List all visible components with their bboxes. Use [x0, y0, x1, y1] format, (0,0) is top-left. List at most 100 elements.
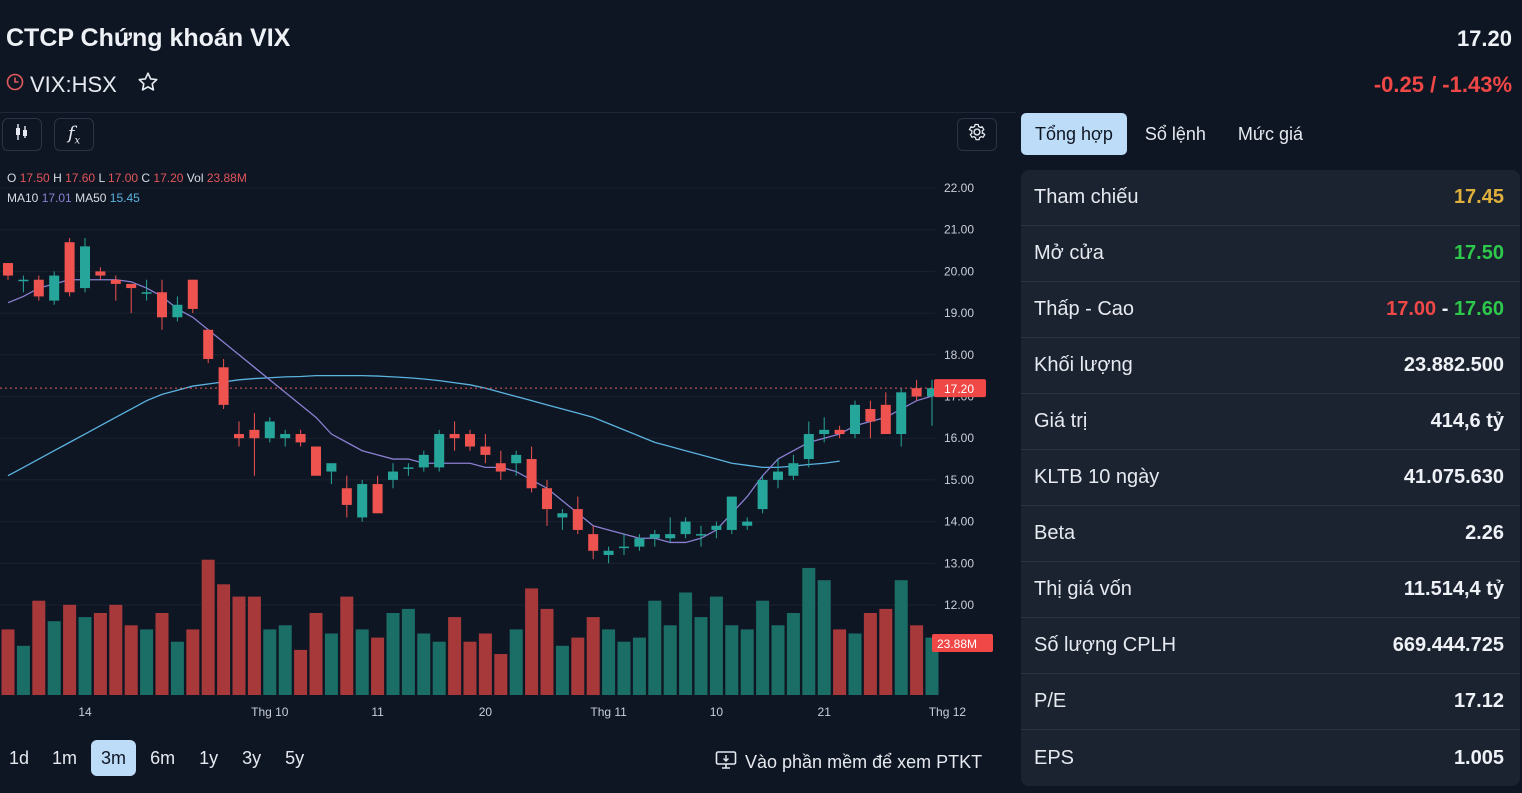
ticker-symbol: VIX:HSX — [30, 71, 117, 97]
x-tick-label: 11 — [371, 705, 384, 719]
stat-beta: Beta 2.26 — [1021, 506, 1520, 562]
tab-summary[interactable]: Tổng hợp — [1021, 113, 1127, 155]
tab-order-book[interactable]: Sổ lệnh — [1144, 123, 1206, 144]
stat-value: 1.005 — [1453, 746, 1504, 769]
volume-bar — [586, 617, 600, 695]
x-tick-label: Thg 11 — [590, 705, 627, 719]
ma10-line — [7, 279, 933, 544]
stat-value: 17.45 — [1453, 186, 1504, 208]
volume-bar — [509, 629, 523, 695]
range-1d[interactable]: 1d — [9, 747, 30, 768]
x-tick-label: 14 — [78, 705, 92, 719]
candle-body — [757, 479, 768, 510]
chart-settings-button[interactable] — [957, 118, 997, 151]
open-value: 17.50 — [19, 171, 50, 185]
candle-body — [449, 434, 460, 439]
candle-body — [465, 434, 475, 447]
range-3m[interactable]: 3m — [91, 740, 137, 776]
candle-body — [172, 304, 183, 318]
high-value: 17.60 — [1453, 298, 1504, 320]
volume-bar — [309, 613, 323, 695]
candle-body — [280, 434, 291, 439]
range-6m[interactable]: 6m — [150, 747, 176, 768]
range-3y[interactable]: 3y — [242, 747, 262, 768]
indicator-button[interactable]: fx — [54, 118, 94, 151]
volume-bar — [278, 625, 292, 695]
stat-shares-outstanding: Số lượng CPLH 669.444.725 — [1021, 618, 1520, 674]
ma50-label: MA50 — [75, 191, 107, 205]
y-tick-label: 21.00 — [944, 223, 974, 237]
volume-bar — [93, 613, 107, 695]
monitor-icon — [715, 750, 737, 775]
volume-bar — [771, 625, 785, 695]
stat-label: P/E — [1034, 690, 1067, 712]
volume-bar — [1, 629, 15, 695]
volume-bar — [632, 637, 646, 695]
low-label: L — [98, 171, 105, 185]
price-chart[interactable]: 22.00 21.00 20.00 19.00 18.00 17.00 16.00 15.00… — [0, 160, 1000, 725]
stat-label: KLTB 10 ngày — [1034, 466, 1160, 488]
volume-bar — [663, 625, 677, 695]
stat-label: Giá trị — [1034, 410, 1088, 432]
candle-body — [80, 246, 90, 289]
volume-bar — [201, 559, 215, 695]
volume-bar — [555, 645, 569, 695]
volume-label: Vol — [186, 171, 204, 185]
candle-body — [603, 550, 614, 555]
volume-bar — [894, 580, 908, 695]
volume-bar — [463, 641, 477, 695]
volume-bar — [740, 629, 754, 695]
candle-body — [495, 463, 506, 472]
volume-bar — [571, 637, 585, 695]
stat-pe: P/E 17.12 — [1021, 674, 1520, 730]
volume-bar — [863, 613, 877, 695]
y-tick-label: 18.00 — [944, 348, 974, 362]
volume-bar — [140, 629, 154, 695]
open-ptkt-link[interactable]: Vào phần mềm để xem PTKT — [715, 750, 982, 775]
candle-body — [3, 263, 13, 276]
range-1m[interactable]: 1m — [52, 747, 78, 768]
stat-value: 11.514,4 tỷ — [1403, 578, 1504, 600]
ticker-row: VIX:HSX — [6, 71, 159, 98]
candlestick-icon — [14, 123, 30, 146]
candle-body — [234, 434, 244, 439]
star-icon[interactable] — [137, 71, 159, 98]
stat-value: 17.00 - 17.60 — [1353, 275, 1504, 344]
candle-body — [418, 454, 429, 468]
candle-body — [526, 459, 537, 489]
tab-price-levels[interactable]: Mức giá — [1237, 123, 1303, 144]
candle-body — [187, 279, 198, 309]
stats-panel: Tham chiếu 17.45 Mở cửa 17.50 Thấp - Cao… — [1021, 170, 1520, 786]
candle-body — [403, 467, 414, 469]
candlestick-type-button[interactable] — [2, 118, 42, 151]
x-tick-label: 20 — [479, 705, 493, 719]
candle-body — [865, 409, 876, 422]
candle-body — [49, 275, 60, 301]
volume-bar — [186, 629, 200, 695]
y-tick-label: 12.00 — [944, 598, 974, 612]
candle-body — [388, 471, 398, 480]
candle-body — [911, 388, 922, 397]
stat-label: Khối lượng — [1034, 354, 1133, 376]
y-tick-label: 19.00 — [944, 306, 974, 320]
range-1y[interactable]: 1y — [199, 747, 219, 768]
volume-bar — [817, 580, 831, 695]
y-tick-label: 14.00 — [944, 515, 974, 529]
range-5y[interactable]: 5y — [285, 747, 305, 768]
candle-body — [557, 513, 568, 518]
volume-bar — [694, 617, 708, 695]
stat-market-cap: Thị giá vốn 11.514,4 tỷ — [1021, 562, 1520, 618]
candle-body — [634, 538, 645, 547]
ma50-line — [7, 374, 840, 477]
candle-body — [726, 496, 737, 530]
candle-body — [264, 421, 275, 439]
stat-avg-volume-10d: KLTB 10 ngày 41.075.630 — [1021, 450, 1520, 506]
volume-bar — [432, 641, 446, 695]
current-price: 17.20 — [1456, 26, 1512, 51]
volume-bar — [401, 608, 415, 695]
stat-value: 17.50 — [1453, 242, 1504, 264]
volume-bar — [709, 596, 723, 695]
ohlc-legend: O 17.50 H 17.60 L 17.00 C 17.20 Vol 23.8… — [7, 168, 247, 208]
volume-bar — [294, 649, 308, 695]
ma10-value: 17.01 — [41, 191, 72, 205]
